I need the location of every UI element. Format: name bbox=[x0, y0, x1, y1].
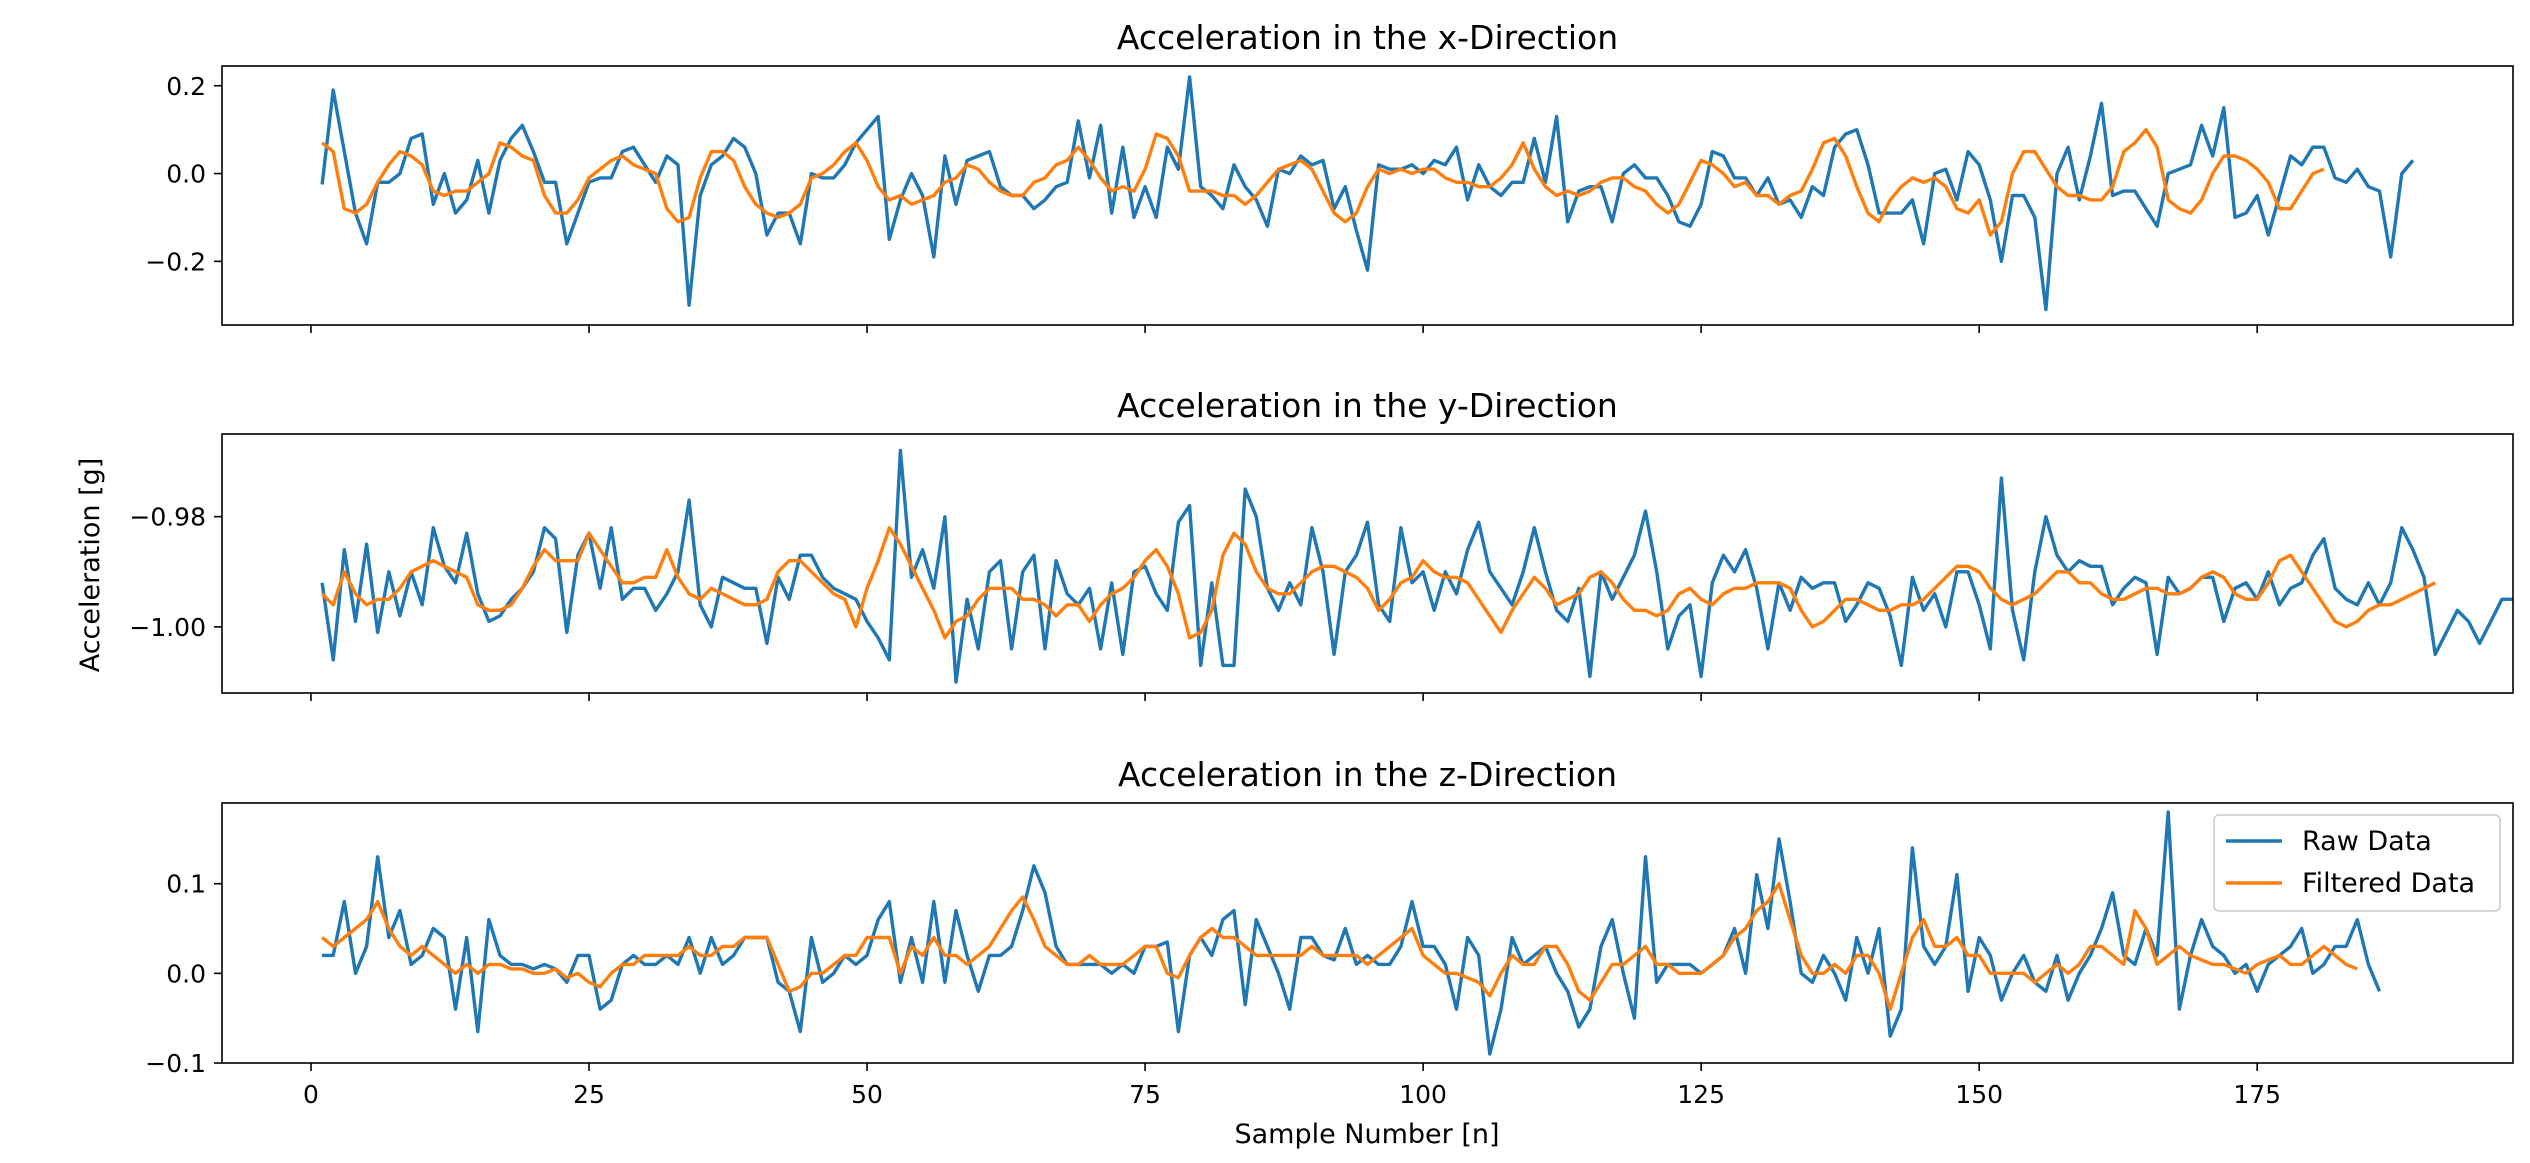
legend-frame bbox=[2213, 814, 2501, 912]
x-tick-label: 175 bbox=[2233, 1080, 2281, 1109]
filtered-data-line bbox=[321, 882, 2358, 1011]
raw-data-line bbox=[322, 810, 2382, 1056]
x-tick-label: 100 bbox=[1399, 1080, 1447, 1109]
axes-frame bbox=[221, 433, 2514, 694]
axes-frame bbox=[221, 65, 2514, 326]
subplots: Acceleration in the x-Direction 0.2 0.0 −0.… bbox=[129, 18, 2514, 1109]
subplot-3: Acceleration in the z-Direction 0.1 0.0 −0.… bbox=[145, 755, 2514, 1109]
raw-data-line bbox=[320, 448, 2513, 684]
x-tick-label: 150 bbox=[1955, 1080, 2003, 1109]
y-tick-label: 0.0 bbox=[166, 959, 206, 988]
x-tick-label: 75 bbox=[1129, 1080, 1161, 1109]
subplot-2: Acceleration in the y-Direction −0.98 −1.0… bbox=[129, 386, 2514, 701]
x-tick-label: 0 bbox=[303, 1080, 319, 1109]
y-tick-label: 0.2 bbox=[166, 72, 206, 101]
subplot-title: Acceleration in the y-Direction bbox=[1117, 386, 1618, 425]
y-tick-label: 0.1 bbox=[166, 870, 206, 899]
raw-data-line bbox=[320, 75, 2415, 312]
subplot-title: Acceleration in the z-Direction bbox=[1118, 755, 1617, 794]
x-tick-label: 125 bbox=[1677, 1080, 1725, 1109]
y-tick-label: −0.2 bbox=[145, 247, 206, 276]
subplot-1: Acceleration in the x-Direction 0.2 0.0 −0.… bbox=[145, 18, 2514, 333]
y-tick-label: 0.0 bbox=[166, 160, 206, 189]
legend-entry: Filtered Data bbox=[2302, 868, 2475, 899]
legend: Raw Data Filtered Data bbox=[2213, 814, 2501, 912]
y-tick-label: −0.98 bbox=[129, 503, 206, 532]
y-axis-label: Acceleration [g] bbox=[75, 458, 106, 673]
legend-entry: Raw Data bbox=[2302, 826, 2432, 857]
x-axis-label: Sample Number [n] bbox=[1234, 1119, 1499, 1150]
x-tick-label: 25 bbox=[573, 1080, 605, 1109]
y-tick-label: −1.00 bbox=[129, 613, 206, 642]
x-tick-label: 50 bbox=[851, 1080, 883, 1109]
subplot-title: Acceleration in the x-Direction bbox=[1117, 18, 1618, 57]
y-tick-label: −0.1 bbox=[145, 1049, 206, 1078]
filtered-data-line bbox=[320, 526, 2436, 640]
axes-frame bbox=[221, 802, 2514, 1064]
filtered-data-line bbox=[321, 127, 2325, 237]
